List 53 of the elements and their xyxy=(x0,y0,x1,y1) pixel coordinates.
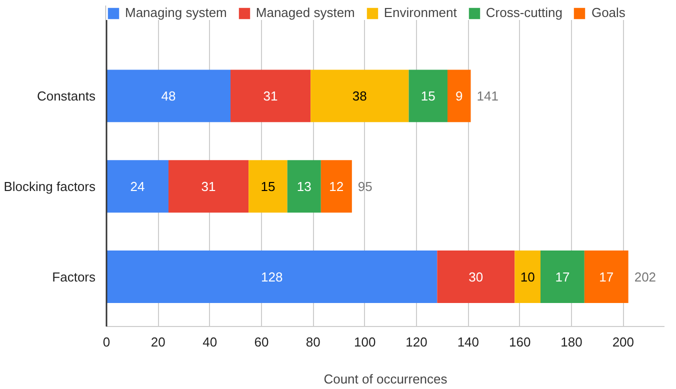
x-tick-label: 120 xyxy=(406,334,428,350)
data-label: 128 xyxy=(260,269,283,284)
bar xyxy=(248,160,288,213)
data-label: 38 xyxy=(352,88,367,104)
data-label: 17 xyxy=(555,269,570,284)
bar xyxy=(106,70,230,122)
data-label: 10 xyxy=(520,269,535,284)
data-label: 9 xyxy=(456,88,463,104)
y-tick-label: Constants xyxy=(36,88,96,104)
x-tick-label: 160 xyxy=(508,334,531,350)
data-label: 30 xyxy=(468,269,484,284)
bar xyxy=(448,70,471,122)
x-tick-label: 180 xyxy=(560,334,582,350)
bar xyxy=(287,160,321,213)
x-tick-label: 20 xyxy=(150,334,166,350)
bar xyxy=(437,250,515,303)
legend-label: Goals xyxy=(591,5,626,20)
data-label: 15 xyxy=(420,88,436,104)
x-tick-label: 60 xyxy=(254,334,269,350)
legend-label: Managing system xyxy=(125,5,227,20)
y-tick-label: Factors xyxy=(52,269,96,284)
legend-label: Environment xyxy=(384,5,457,20)
y-tick-label: Blocking factors xyxy=(4,178,96,194)
x-tick-label: 80 xyxy=(306,334,320,350)
total-label: 141 xyxy=(476,88,498,104)
bar xyxy=(584,250,628,303)
bar xyxy=(320,160,352,213)
bar xyxy=(106,250,438,303)
bar xyxy=(514,250,540,303)
bar xyxy=(168,160,249,213)
legend-label: Cross-cutting xyxy=(486,5,562,20)
data-label: 12 xyxy=(329,178,344,194)
x-tick-label: 40 xyxy=(202,334,218,350)
total-label: 95 xyxy=(358,178,372,194)
x-tick-label: 200 xyxy=(612,334,634,350)
data-label: 17 xyxy=(599,269,614,284)
x-axis-title: Count of occurrences xyxy=(324,372,448,386)
bar xyxy=(408,70,448,122)
data-label: 24 xyxy=(130,178,145,194)
total-label: 202 xyxy=(634,269,656,284)
x-tick-label: 140 xyxy=(457,334,480,350)
bar xyxy=(540,250,584,303)
bar xyxy=(106,160,168,213)
data-label: 13 xyxy=(296,178,312,194)
data-label: 31 xyxy=(201,178,216,194)
data-label: 48 xyxy=(161,88,176,104)
bar xyxy=(310,70,409,122)
x-tick-label: 0 xyxy=(102,334,110,350)
data-label: 31 xyxy=(263,88,278,104)
bar xyxy=(230,70,311,122)
data-label: 15 xyxy=(260,178,276,194)
x-tick-label: 100 xyxy=(354,334,376,350)
legend-label: Managed system xyxy=(256,5,355,20)
